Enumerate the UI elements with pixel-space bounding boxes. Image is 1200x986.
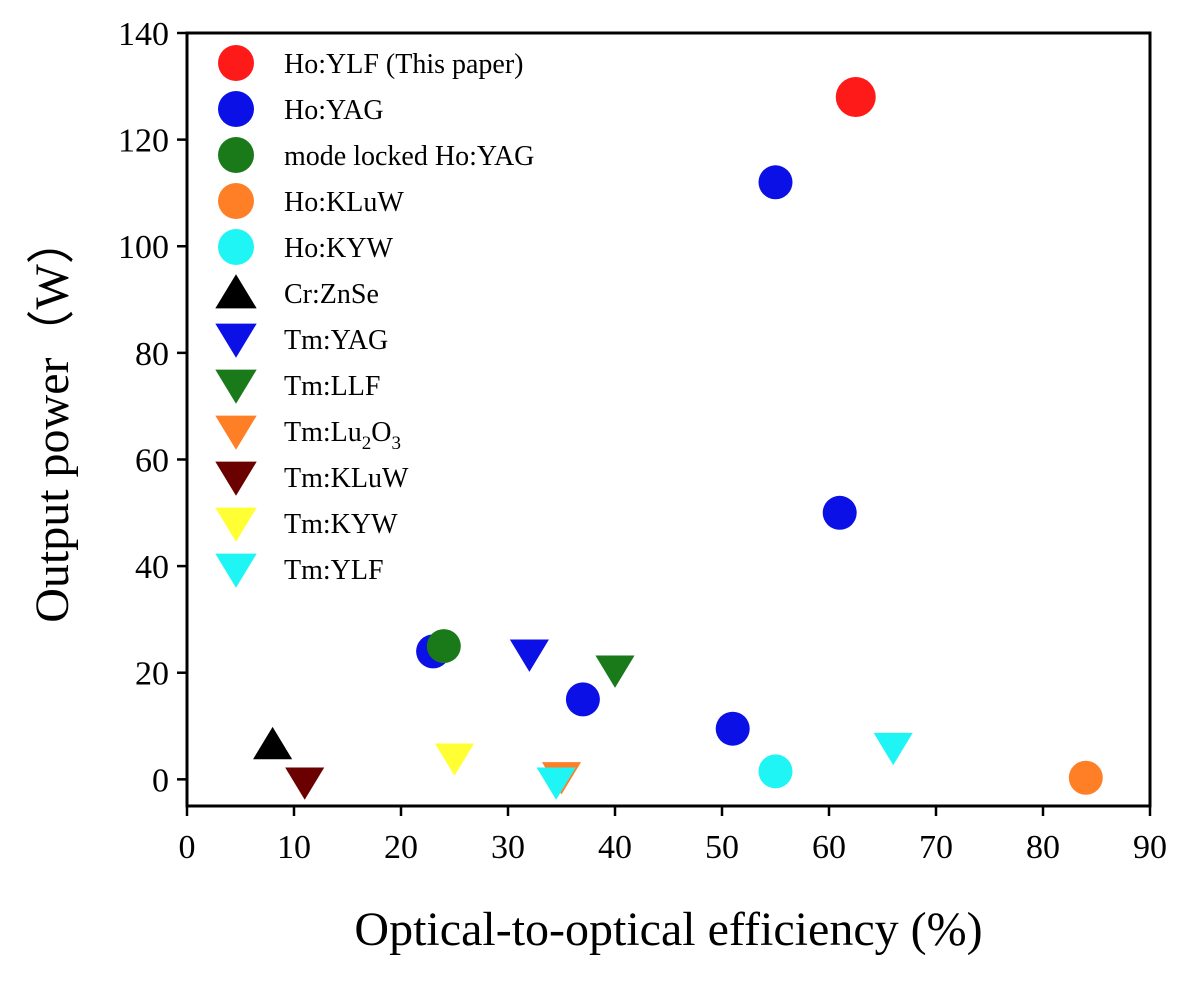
legend-label: Tm:Lu2O3 [284, 417, 401, 454]
x-tick-label: 40 [598, 829, 632, 866]
x-tick-label: 60 [812, 829, 846, 866]
legend-label: Tm:YAG [284, 325, 388, 356]
legend-marker [218, 45, 254, 81]
legend-marker [215, 507, 257, 542]
x-tick-label: 10 [277, 829, 311, 866]
data-point [509, 639, 549, 672]
legend-label: Tm:YLF [284, 555, 384, 586]
plot-frame [185, 31, 1152, 808]
legend-label: Tm:KLuW [284, 463, 409, 494]
data-point [835, 76, 876, 117]
legend-label: Ho:YAG [284, 95, 384, 126]
y-axis-title: Output power（W） [26, 216, 79, 623]
legend-label: Tm:LLF [284, 371, 380, 402]
legend-marker [218, 229, 254, 265]
x-tick-label: 80 [1026, 829, 1060, 866]
data-point [1068, 760, 1103, 795]
legend-marker [218, 91, 254, 127]
y-tick-label: 100 [118, 229, 169, 266]
data-point [565, 682, 600, 717]
data-point [285, 767, 325, 800]
data-point [873, 732, 913, 766]
x-tick-label: 20 [384, 829, 418, 866]
x-axis: 0 10 20 30 40 50 60 70 80 90 [179, 806, 1167, 866]
legend-marker [218, 137, 254, 173]
x-axis-title: Optical-to-optical efficiency (%) [354, 903, 982, 956]
legend-marker [215, 369, 257, 404]
legend-marker [215, 461, 257, 496]
data-point [253, 726, 293, 760]
data-point [715, 711, 750, 746]
x-tick-label: 30 [491, 829, 525, 866]
y-tick-label: 140 [118, 16, 169, 53]
legend-label: Ho:KLuW [284, 187, 404, 218]
y-tick-label: 0 [152, 762, 169, 799]
data-point [822, 495, 857, 530]
data-point [536, 767, 576, 800]
data-point [595, 655, 635, 688]
y-tick-label: 120 [118, 123, 169, 160]
legend: Ho:YLF (This paper) Ho:YAG mode locked Ho:… [215, 45, 534, 588]
legend-label: mode locked Ho:YAG [284, 141, 534, 172]
data-point [426, 629, 461, 664]
legend-label: Ho:YLF (This paper) [284, 49, 524, 80]
y-tick-label: 20 [135, 656, 169, 693]
data-point [758, 165, 793, 200]
data-points [253, 76, 1103, 800]
legend-marker [215, 415, 257, 450]
legend-marker [215, 274, 257, 309]
x-tick-label: 50 [705, 829, 739, 866]
data-point [758, 754, 793, 789]
y-axis: 0 20 40 60 80 100 120 140 [118, 16, 187, 799]
x-tick-label: 70 [919, 829, 953, 866]
data-point [434, 743, 475, 776]
y-tick-label: 80 [135, 336, 169, 373]
legend-label: Cr:ZnSe [284, 279, 379, 310]
legend-label: Ho:KYW [284, 233, 393, 264]
legend-marker [218, 183, 254, 219]
x-tick-label: 0 [179, 829, 196, 866]
legend-marker [215, 323, 257, 358]
legend-marker [215, 553, 257, 588]
x-tick-label: 90 [1133, 829, 1167, 866]
y-tick-label: 60 [135, 442, 169, 479]
y-tick-label: 40 [135, 549, 169, 586]
legend-label: Tm:KYW [284, 509, 398, 540]
